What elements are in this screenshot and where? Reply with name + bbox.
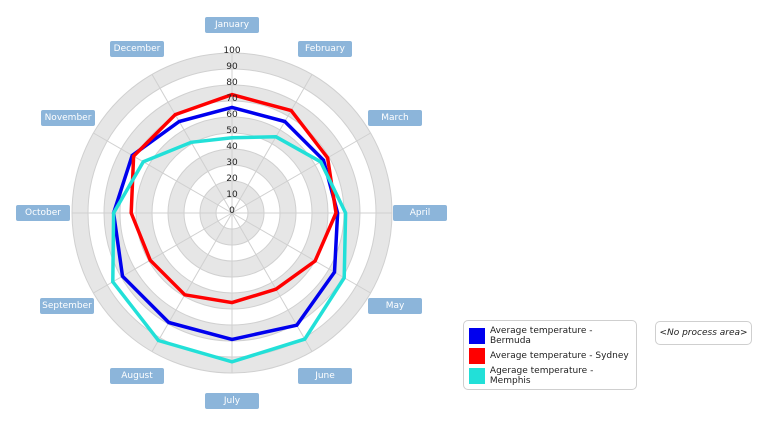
month-label-august: August (110, 368, 164, 384)
svg-text:70: 70 (226, 94, 238, 104)
month-label-december: December (110, 41, 164, 57)
month-label-february: February (298, 41, 352, 57)
month-label-april: April (393, 205, 447, 221)
month-label-june: June (298, 368, 352, 384)
svg-text:10: 10 (226, 190, 238, 200)
legend: Average temperature - Bermuda Average te… (463, 320, 637, 390)
svg-text:80: 80 (226, 78, 238, 88)
legend-item-sydney: Average temperature - Sydney (469, 347, 629, 364)
month-label-march: March (368, 110, 422, 126)
svg-text:50: 50 (226, 126, 238, 136)
svg-text:100: 100 (223, 46, 240, 56)
month-label-january: January (205, 17, 259, 33)
legend-swatch-bermuda (469, 327, 485, 344)
legend-swatch-sydney (469, 347, 485, 364)
series-memphis (111, 135, 348, 364)
no-process-area-box: <No process area> (655, 321, 752, 345)
svg-text:90: 90 (226, 62, 238, 72)
month-label-may: May (368, 298, 422, 314)
legend-item-bermuda: Average temperature - Bermuda (469, 325, 636, 346)
legend-swatch-memphis (469, 367, 485, 384)
svg-text:30: 30 (226, 158, 238, 168)
legend-label-sydney: Average temperature - Sydney (490, 350, 629, 361)
svg-text:60: 60 (226, 110, 238, 120)
svg-text:20: 20 (226, 174, 238, 184)
month-label-september: September (40, 298, 94, 314)
legend-label-memphis: Agerage temperature - Memphis (489, 365, 594, 386)
month-label-july: July (205, 393, 259, 409)
legend-label-bermuda: Average temperature - Bermuda (489, 325, 593, 346)
month-label-october: October (16, 205, 70, 221)
svg-text:0: 0 (229, 206, 235, 216)
month-label-november: November (41, 110, 95, 126)
legend-item-memphis: Agerage temperature - Memphis (469, 365, 636, 386)
series-sydney (129, 92, 338, 305)
svg-text:40: 40 (226, 142, 238, 152)
